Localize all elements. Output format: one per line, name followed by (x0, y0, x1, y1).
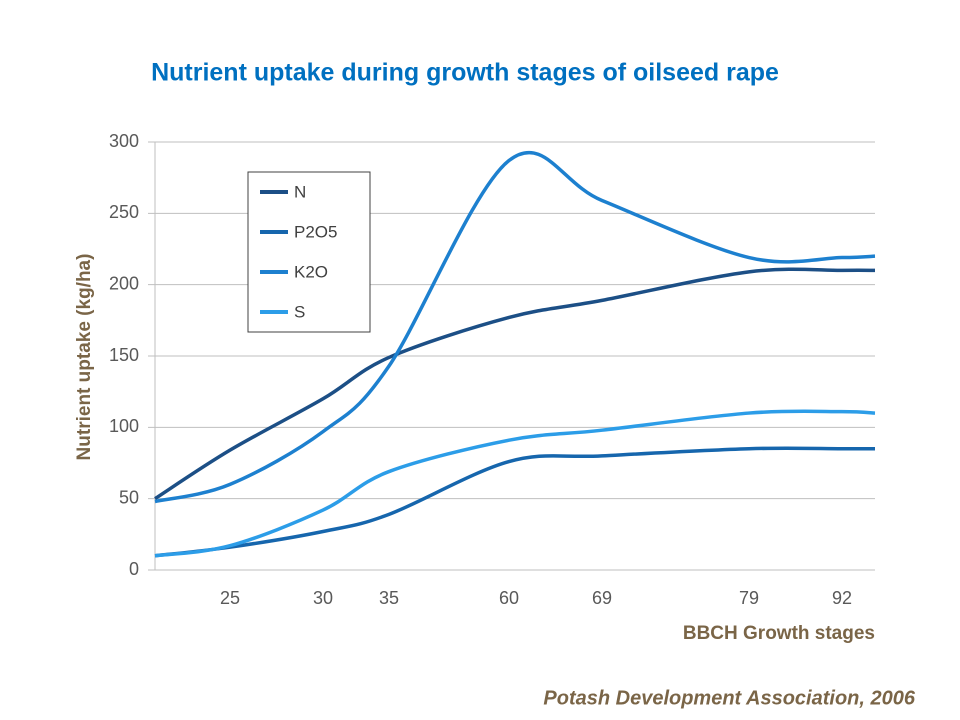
legend-label: N (294, 182, 306, 201)
y-tick-label: 300 (109, 131, 139, 151)
series-line (154, 409, 876, 558)
y-tick-label: 200 (109, 273, 139, 293)
x-tick-label: 92 (832, 588, 852, 608)
y-tick-label: 0 (129, 559, 139, 579)
series-line (154, 267, 876, 501)
source: Potash Development Association, 2006 (543, 687, 915, 709)
x-tick-label: 30 (313, 588, 333, 608)
y-tick-label: 50 (119, 487, 139, 507)
x-tick-label: 25 (220, 588, 240, 608)
series-line (154, 151, 876, 504)
legend-label: S (294, 302, 305, 321)
chart-title: Nutrient uptake during growth stages of … (151, 59, 779, 87)
series-line (154, 446, 875, 558)
y-tick-label: 250 (109, 202, 139, 222)
x-tick-label: 79 (739, 588, 759, 608)
x-axis-title: BBCH Growth stages (683, 623, 875, 644)
legend-box (247, 171, 371, 333)
legend-label: K2O (294, 262, 328, 281)
legend-label: P2O5 (294, 222, 337, 241)
y-tick-label: 150 (109, 345, 139, 365)
x-tick-label: 69 (592, 588, 612, 608)
y-tick-label: 100 (109, 416, 139, 436)
x-tick-label: 35 (379, 588, 399, 608)
x-tick-label: 60 (499, 588, 519, 608)
y-axis-title: Nutrient uptake (kg/ha) (74, 254, 95, 461)
